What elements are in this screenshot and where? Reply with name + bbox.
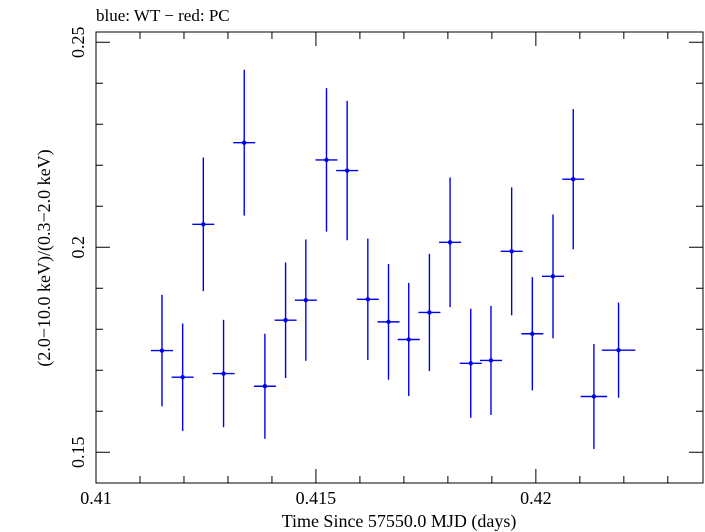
x-tick-label: 0.41 <box>80 488 112 508</box>
data-point <box>192 157 215 292</box>
data-point <box>171 323 194 431</box>
x-tick-label: 0.42 <box>520 488 552 508</box>
point-marker <box>324 157 329 163</box>
data-point <box>253 333 276 439</box>
y-tick-label: 0.15 <box>68 437 88 469</box>
point-marker <box>406 337 411 342</box>
data-point <box>601 302 636 398</box>
point-marker <box>242 140 247 145</box>
plot-frame <box>95 31 704 484</box>
point-marker <box>262 384 268 389</box>
point-marker <box>365 297 371 302</box>
data-point <box>294 239 317 361</box>
point-marker <box>591 394 597 399</box>
data-point <box>150 294 173 407</box>
y-axis: 0.15 0.2 0.25 <box>68 27 703 469</box>
data-point <box>562 109 585 250</box>
point-marker <box>159 348 165 353</box>
data-point <box>439 177 462 308</box>
point-marker <box>180 375 185 380</box>
chart-title: blue: WT − red: PC <box>96 6 230 25</box>
point-marker <box>221 371 226 376</box>
point-marker <box>616 347 621 353</box>
point-marker <box>201 222 206 227</box>
data-point <box>274 262 297 379</box>
data-point <box>580 344 608 449</box>
point-marker <box>509 249 514 254</box>
y-axis-label: (2.0−10.0 keV)/(0.3−2.0 keV) <box>34 149 55 366</box>
data-point <box>521 277 544 391</box>
data-point <box>212 319 235 428</box>
point-marker <box>447 240 453 245</box>
point-marker <box>283 318 288 323</box>
data-point <box>356 238 379 360</box>
point-marker <box>303 297 309 303</box>
data-point <box>542 214 565 339</box>
y-tick-label: 0.25 <box>68 27 88 59</box>
point-marker <box>468 361 473 366</box>
data-points <box>150 69 636 449</box>
x-tick-label: 0.415 <box>296 488 337 508</box>
x-axis-label: Time Since 57550.0 MJD (days) <box>282 511 517 532</box>
data-point <box>315 88 338 232</box>
point-marker <box>571 176 576 182</box>
data-point <box>418 253 441 372</box>
point-marker <box>344 168 350 173</box>
point-marker <box>427 310 432 315</box>
data-point <box>479 305 502 415</box>
data-point <box>336 100 359 241</box>
data-point <box>397 282 420 397</box>
data-point <box>500 187 523 316</box>
point-marker <box>550 274 556 279</box>
point-marker <box>488 358 494 363</box>
data-point <box>459 308 482 418</box>
x-axis: 0.41 0.415 0.42 <box>80 32 669 508</box>
point-marker <box>386 319 391 325</box>
data-point <box>233 69 256 216</box>
y-tick-label: 0.2 <box>68 236 88 259</box>
point-marker <box>530 331 535 336</box>
data-point <box>377 264 400 380</box>
